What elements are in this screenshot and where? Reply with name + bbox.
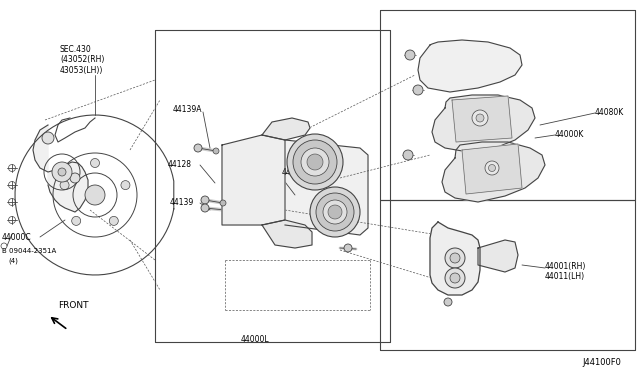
Polygon shape [452, 96, 512, 142]
Circle shape [220, 200, 226, 206]
Circle shape [413, 85, 423, 95]
Circle shape [293, 140, 337, 184]
Text: (4): (4) [8, 258, 18, 264]
Polygon shape [418, 40, 522, 92]
Circle shape [316, 193, 354, 231]
Circle shape [201, 196, 209, 204]
Polygon shape [432, 95, 535, 152]
Circle shape [58, 168, 66, 176]
Circle shape [488, 164, 495, 171]
Polygon shape [442, 142, 545, 202]
Circle shape [42, 132, 54, 144]
Circle shape [85, 185, 105, 205]
Text: 44080K: 44080K [595, 108, 624, 117]
Text: 44128: 44128 [168, 160, 192, 169]
Text: 44000L: 44000L [241, 335, 269, 344]
Circle shape [450, 273, 460, 283]
Text: J44100F0: J44100F0 [582, 358, 621, 367]
Circle shape [72, 217, 81, 225]
Circle shape [70, 173, 80, 183]
Text: 44122: 44122 [282, 168, 306, 177]
Circle shape [405, 50, 415, 60]
Text: B 09044-2351A: B 09044-2351A [2, 248, 56, 254]
Polygon shape [33, 125, 88, 212]
Polygon shape [262, 118, 310, 140]
Circle shape [444, 298, 452, 306]
Text: 44001(RH)
44011(LH): 44001(RH) 44011(LH) [545, 262, 586, 281]
Circle shape [194, 144, 202, 152]
Polygon shape [262, 220, 312, 248]
Circle shape [52, 162, 72, 182]
Circle shape [485, 161, 499, 175]
Circle shape [287, 134, 343, 190]
Circle shape [445, 268, 465, 288]
Text: FRONT: FRONT [58, 301, 88, 310]
Circle shape [307, 154, 323, 170]
Circle shape [450, 253, 460, 263]
Circle shape [472, 110, 488, 126]
Circle shape [109, 217, 118, 225]
Polygon shape [478, 240, 518, 272]
Circle shape [201, 204, 209, 212]
Circle shape [323, 200, 347, 224]
Circle shape [344, 244, 352, 252]
Circle shape [121, 181, 130, 190]
Polygon shape [285, 140, 368, 235]
Circle shape [90, 158, 99, 167]
Circle shape [445, 248, 465, 268]
Circle shape [310, 187, 360, 237]
Circle shape [328, 205, 342, 219]
Circle shape [60, 181, 69, 190]
Polygon shape [222, 135, 285, 225]
Text: SEC.430
(43052(RH)
43053(LH)): SEC.430 (43052(RH) 43053(LH)) [60, 45, 104, 75]
Text: 44000K: 44000K [555, 130, 584, 139]
Polygon shape [430, 222, 480, 295]
Circle shape [403, 150, 413, 160]
Text: 44139A: 44139A [173, 105, 202, 114]
Circle shape [476, 114, 484, 122]
Text: 44000C: 44000C [2, 233, 31, 242]
Circle shape [301, 148, 329, 176]
Text: 44139: 44139 [170, 198, 195, 207]
Polygon shape [462, 144, 522, 194]
Circle shape [213, 148, 219, 154]
